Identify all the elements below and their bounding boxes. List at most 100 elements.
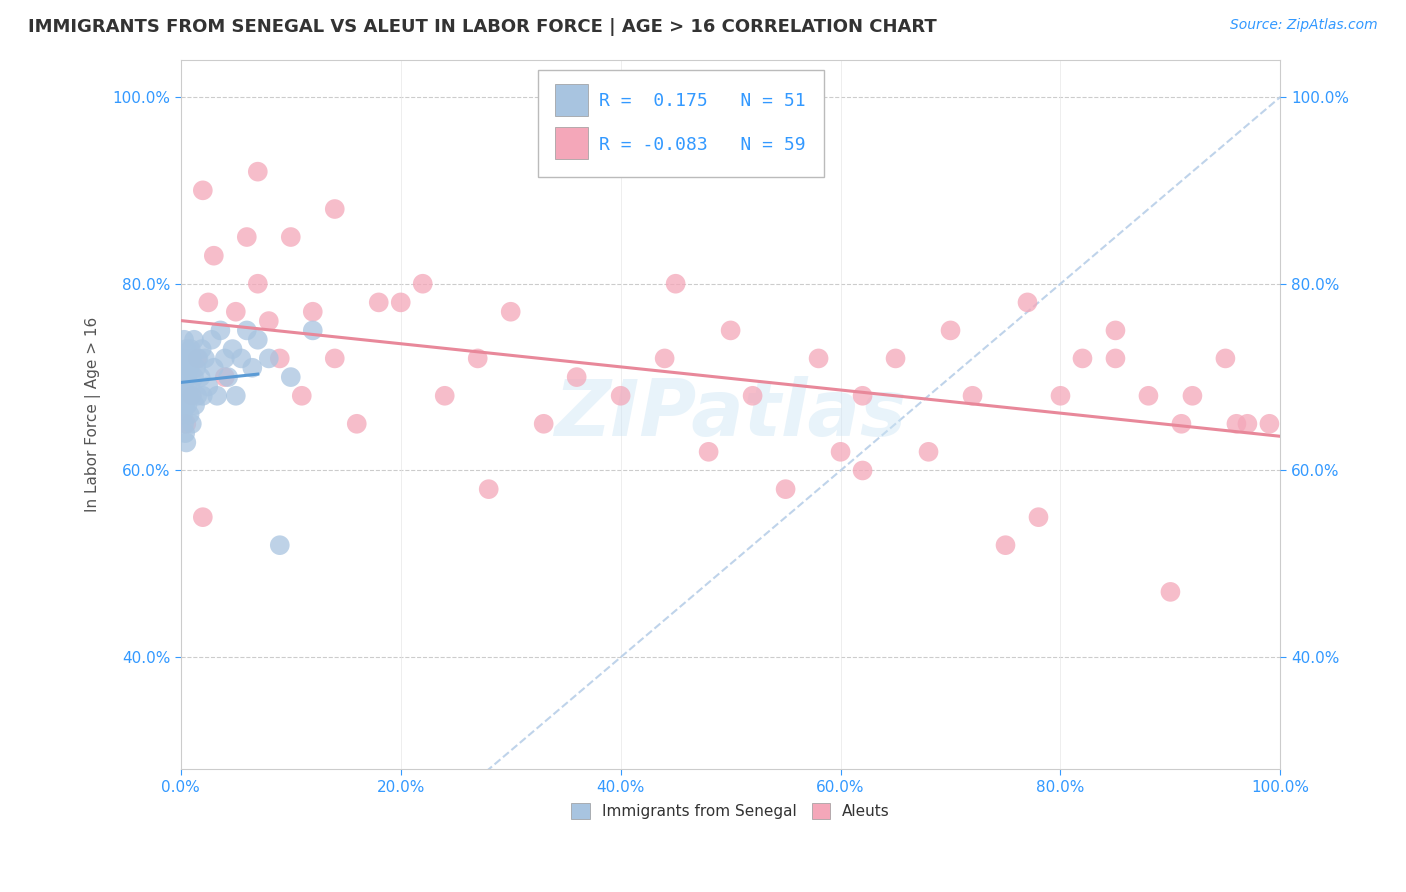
Point (917, 445, 939, 459)
Point (225, 389, 247, 403)
Point (214, 370, 236, 384)
Text: R = -0.083   N = 59: R = -0.083 N = 59 (599, 136, 806, 153)
Point (1028, 510, 1050, 524)
Point (173, 379, 195, 393)
Text: IMMIGRANTS FROM SENEGAL VS ALEUT IN LABOR FORCE | AGE > 16 CORRELATION CHART: IMMIGRANTS FROM SENEGAL VS ALEUT IN LABO… (28, 18, 936, 36)
Point (962, 389, 984, 403)
Point (1215, 351, 1237, 366)
Point (191, 389, 214, 403)
Point (176, 398, 198, 412)
Point (214, 351, 236, 366)
FancyBboxPatch shape (555, 85, 588, 116)
Point (478, 482, 501, 496)
Point (654, 351, 676, 366)
Point (190, 342, 212, 356)
Point (176, 342, 198, 356)
Point (1071, 351, 1094, 366)
Point (257, 351, 280, 366)
Point (172, 351, 194, 366)
Text: ZIPatlas: ZIPatlas (554, 376, 907, 452)
Point (1225, 417, 1247, 431)
Point (246, 277, 269, 291)
Point (412, 277, 434, 291)
Point (186, 351, 208, 366)
Point (225, 304, 247, 318)
Point (301, 304, 323, 318)
Point (939, 323, 962, 337)
FancyBboxPatch shape (538, 70, 824, 177)
Point (1104, 323, 1126, 337)
Point (186, 389, 208, 403)
Point (176, 389, 198, 403)
Point (197, 295, 219, 310)
Point (190, 370, 212, 384)
Point (1159, 585, 1181, 599)
Point (187, 351, 209, 366)
Point (174, 398, 197, 412)
Point (565, 370, 588, 384)
Point (389, 295, 412, 310)
Point (830, 445, 852, 459)
Point (186, 360, 208, 375)
Point (1181, 389, 1204, 403)
Point (994, 538, 1017, 552)
Point (1049, 389, 1071, 403)
Point (231, 351, 253, 366)
Point (177, 351, 200, 366)
Point (433, 389, 456, 403)
Point (240, 360, 263, 375)
Point (176, 370, 198, 384)
Point (367, 295, 389, 310)
Point (170, 389, 193, 403)
Point (280, 230, 302, 244)
Point (180, 389, 202, 403)
Point (884, 351, 907, 366)
Point (197, 379, 219, 393)
Point (170, 370, 193, 384)
Point (236, 230, 259, 244)
Point (1236, 417, 1258, 431)
Point (201, 333, 224, 347)
Point (174, 360, 197, 375)
Y-axis label: In Labor Force | Age > 16: In Labor Force | Age > 16 (86, 317, 101, 512)
Point (173, 333, 195, 347)
Point (269, 351, 291, 366)
Text: Source: ZipAtlas.com: Source: ZipAtlas.com (1230, 18, 1378, 32)
Point (191, 510, 214, 524)
Point (301, 323, 323, 337)
Point (172, 408, 194, 422)
Point (221, 342, 243, 356)
Point (609, 389, 631, 403)
Point (257, 314, 280, 328)
Point (269, 538, 291, 552)
Point (291, 389, 314, 403)
Point (180, 379, 202, 393)
Point (202, 249, 225, 263)
Point (180, 389, 202, 403)
Point (851, 389, 873, 403)
Point (179, 360, 201, 375)
Point (179, 408, 201, 422)
Point (183, 333, 205, 347)
Text: R =  0.175   N = 51: R = 0.175 N = 51 (599, 92, 806, 110)
Point (246, 333, 269, 347)
Point (323, 202, 346, 216)
Point (1104, 351, 1126, 366)
Point (697, 445, 720, 459)
Point (183, 370, 205, 384)
Point (720, 323, 742, 337)
Point (191, 183, 214, 197)
Legend: Immigrants from Senegal, Aleuts: Immigrants from Senegal, Aleuts (565, 797, 896, 825)
FancyBboxPatch shape (555, 127, 588, 159)
Point (1258, 417, 1281, 431)
Point (202, 360, 225, 375)
Point (180, 342, 202, 356)
Point (1137, 389, 1160, 403)
Point (217, 370, 239, 384)
Point (184, 398, 207, 412)
Point (180, 417, 202, 431)
Point (807, 351, 830, 366)
Point (1170, 417, 1192, 431)
Point (205, 389, 228, 403)
Point (665, 277, 688, 291)
